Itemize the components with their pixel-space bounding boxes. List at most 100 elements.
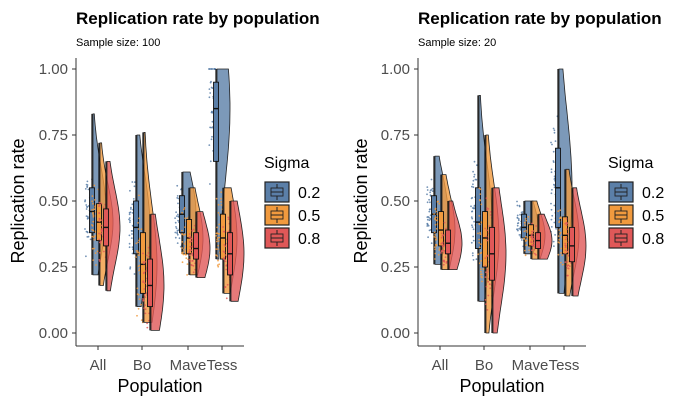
data-point bbox=[96, 250, 99, 253]
data-point bbox=[137, 241, 139, 244]
data-point bbox=[489, 283, 491, 286]
plot-area bbox=[72, 58, 245, 350]
data-point bbox=[472, 170, 474, 173]
x-tick-label: Mave bbox=[170, 357, 207, 374]
data-point bbox=[427, 236, 429, 239]
data-point bbox=[525, 219, 528, 222]
data-point bbox=[431, 190, 434, 193]
y-tick-label: 0.75 bbox=[39, 127, 68, 144]
legend-title: Sigma bbox=[264, 155, 309, 172]
data-point bbox=[553, 204, 556, 207]
data-point bbox=[477, 253, 480, 256]
data-point bbox=[558, 220, 561, 223]
box bbox=[213, 81, 219, 162]
data-point bbox=[180, 188, 182, 191]
data-point bbox=[128, 234, 131, 237]
data-point bbox=[92, 220, 95, 223]
data-point bbox=[183, 207, 186, 209]
data-point bbox=[145, 270, 148, 272]
density-cloud bbox=[150, 213, 165, 331]
data-point bbox=[209, 92, 212, 94]
data-point bbox=[181, 261, 184, 264]
data-point bbox=[210, 138, 213, 141]
x-axis-title: Population bbox=[459, 376, 544, 396]
data-point bbox=[484, 299, 487, 301]
data-point bbox=[487, 254, 489, 257]
data-point bbox=[438, 247, 441, 250]
data-point bbox=[193, 224, 196, 227]
data-point bbox=[175, 227, 178, 230]
data-point bbox=[216, 238, 219, 241]
density-cloud bbox=[572, 187, 587, 297]
data-point bbox=[470, 241, 473, 244]
data-point bbox=[486, 229, 488, 232]
data-point bbox=[186, 263, 189, 265]
data-point bbox=[520, 239, 523, 241]
data-point bbox=[428, 219, 431, 222]
data-point bbox=[531, 244, 533, 247]
data-point bbox=[220, 204, 223, 206]
data-point bbox=[428, 216, 430, 219]
legend-label: 0.5 bbox=[642, 208, 664, 225]
x-tick-label: Tess bbox=[207, 357, 238, 374]
data-point bbox=[174, 221, 177, 224]
data-point bbox=[137, 254, 140, 256]
data-point bbox=[183, 248, 185, 251]
data-point bbox=[472, 179, 475, 182]
data-point bbox=[521, 211, 524, 213]
data-point bbox=[438, 202, 441, 205]
data-point bbox=[472, 228, 475, 231]
data-point bbox=[566, 250, 569, 253]
data-point bbox=[441, 241, 444, 244]
data-point bbox=[131, 252, 134, 255]
data-point bbox=[557, 210, 560, 213]
data-point bbox=[426, 216, 429, 219]
data-point bbox=[100, 232, 103, 235]
data-point bbox=[182, 251, 185, 254]
data-point bbox=[560, 252, 562, 254]
data-point bbox=[486, 271, 489, 273]
data-point bbox=[553, 129, 556, 132]
data-point bbox=[184, 233, 187, 236]
data-point bbox=[487, 280, 490, 283]
data-point bbox=[485, 197, 488, 200]
data-point bbox=[129, 189, 131, 192]
data-point bbox=[84, 188, 87, 190]
data-point bbox=[176, 232, 179, 235]
data-point bbox=[210, 126, 213, 129]
data-point bbox=[523, 221, 526, 224]
data-point bbox=[185, 257, 188, 260]
data-point bbox=[435, 210, 438, 213]
data-point bbox=[476, 164, 478, 167]
x-tick-label: Mave bbox=[512, 357, 549, 374]
data-point bbox=[489, 214, 492, 216]
x-tick-label: Bo bbox=[133, 357, 151, 374]
data-point bbox=[217, 233, 220, 235]
data-point bbox=[532, 230, 535, 232]
box bbox=[482, 211, 488, 268]
data-point bbox=[479, 268, 482, 271]
data-point bbox=[98, 218, 101, 221]
data-point bbox=[478, 262, 481, 265]
data-point bbox=[85, 255, 87, 258]
data-point bbox=[182, 253, 185, 256]
data-point bbox=[533, 240, 536, 243]
data-point bbox=[128, 213, 131, 216]
data-point bbox=[433, 236, 436, 238]
data-point bbox=[184, 250, 187, 252]
data-point bbox=[131, 246, 134, 249]
data-point bbox=[224, 245, 227, 248]
data-point bbox=[100, 240, 102, 243]
data-point bbox=[471, 254, 474, 257]
data-point bbox=[217, 240, 220, 243]
legend-label: 0.8 bbox=[642, 231, 664, 248]
data-point bbox=[429, 191, 431, 194]
data-point bbox=[552, 240, 555, 243]
data-point bbox=[147, 246, 150, 249]
data-point bbox=[175, 211, 178, 214]
data-point bbox=[566, 228, 568, 231]
data-point bbox=[485, 235, 488, 238]
data-point bbox=[486, 309, 489, 311]
data-point bbox=[144, 304, 146, 306]
data-point bbox=[567, 241, 570, 244]
